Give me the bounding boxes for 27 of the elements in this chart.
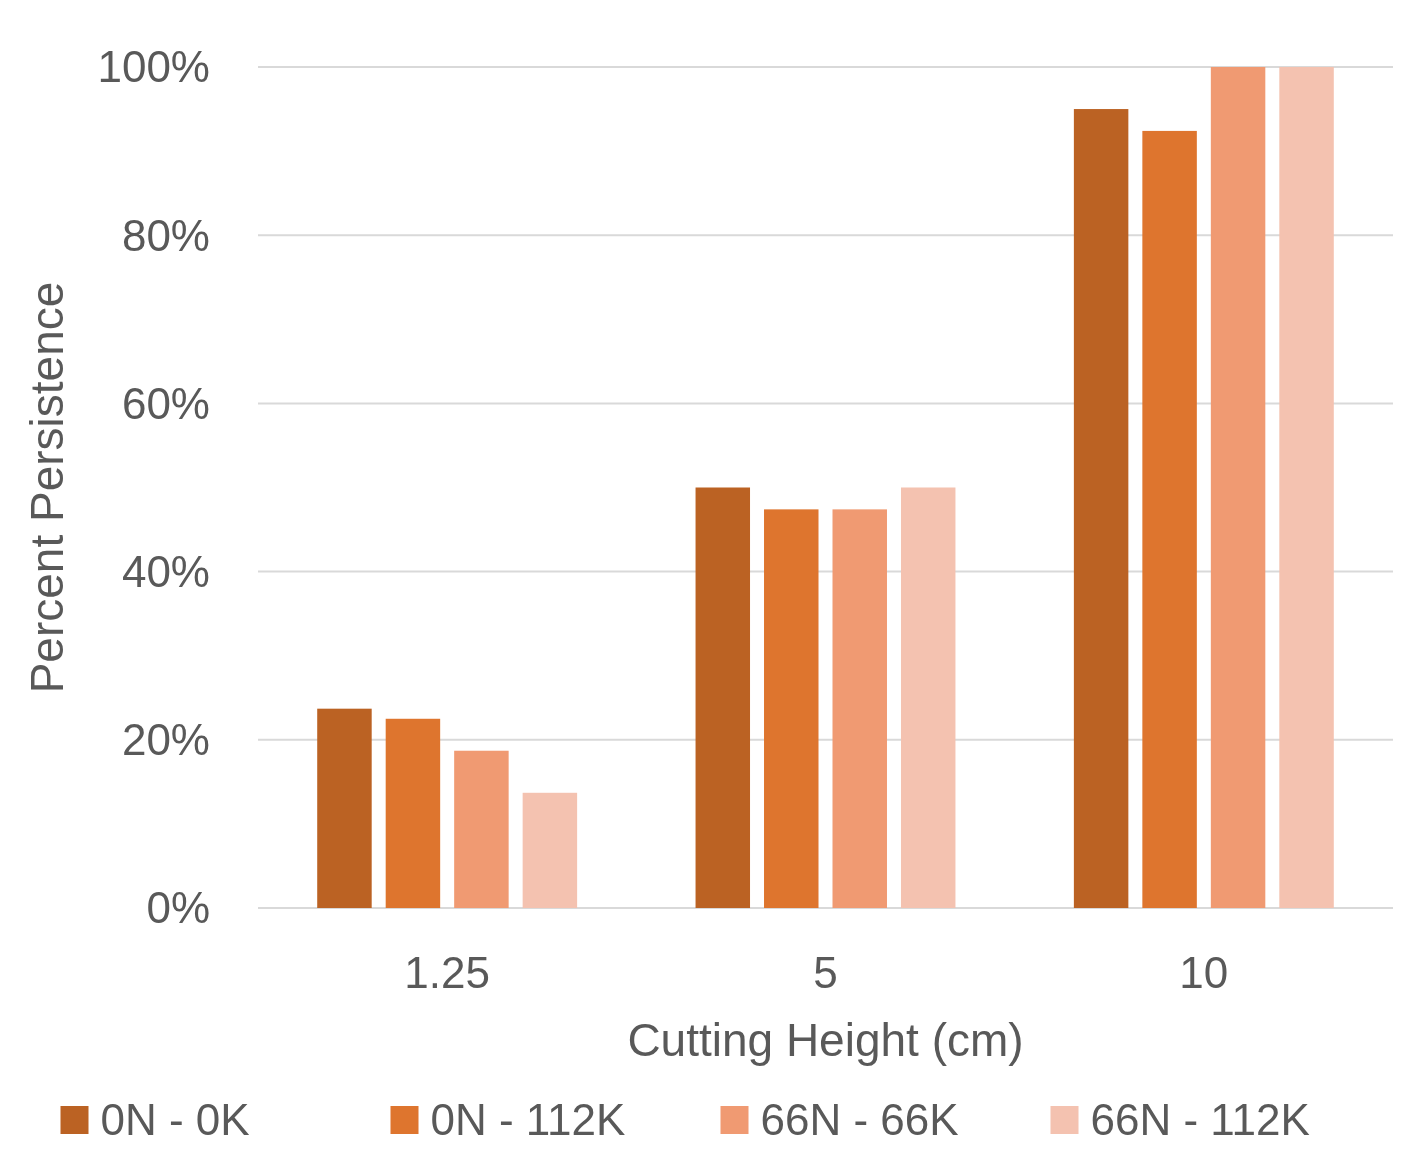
bar	[1142, 130, 1197, 908]
bar	[1073, 109, 1129, 908]
bar	[385, 718, 441, 908]
legend-label: 0N - 112K	[430, 1095, 626, 1145]
x-tick-label: 5	[813, 948, 838, 997]
y-tick-label: 80%	[121, 210, 210, 260]
x-axis-title: Cutting Height (cm)	[627, 1014, 1024, 1066]
x-tick-label: 10	[1179, 948, 1229, 997]
y-tick-label: 20%	[121, 715, 210, 765]
bar	[764, 509, 819, 908]
bar	[695, 487, 751, 908]
y-tick-label: 100%	[97, 42, 210, 92]
y-axis-title: Percent Persistence	[21, 281, 73, 694]
bar	[1279, 67, 1334, 908]
x-tick-label: 1.25	[404, 948, 490, 997]
y-tick-label: 60%	[121, 378, 210, 428]
bar	[832, 509, 887, 908]
legend-label: 0N - 0K	[100, 1095, 250, 1145]
bar	[1210, 67, 1266, 908]
y-tick-label: 0%	[146, 883, 210, 933]
legend-label: 66N - 112K	[1090, 1095, 1310, 1145]
bar	[900, 487, 956, 908]
bar	[317, 708, 372, 908]
y-tick-label: 40%	[121, 547, 210, 596]
bar	[522, 792, 578, 908]
bar	[454, 750, 509, 908]
legend-label: 66N - 66K	[760, 1095, 959, 1145]
